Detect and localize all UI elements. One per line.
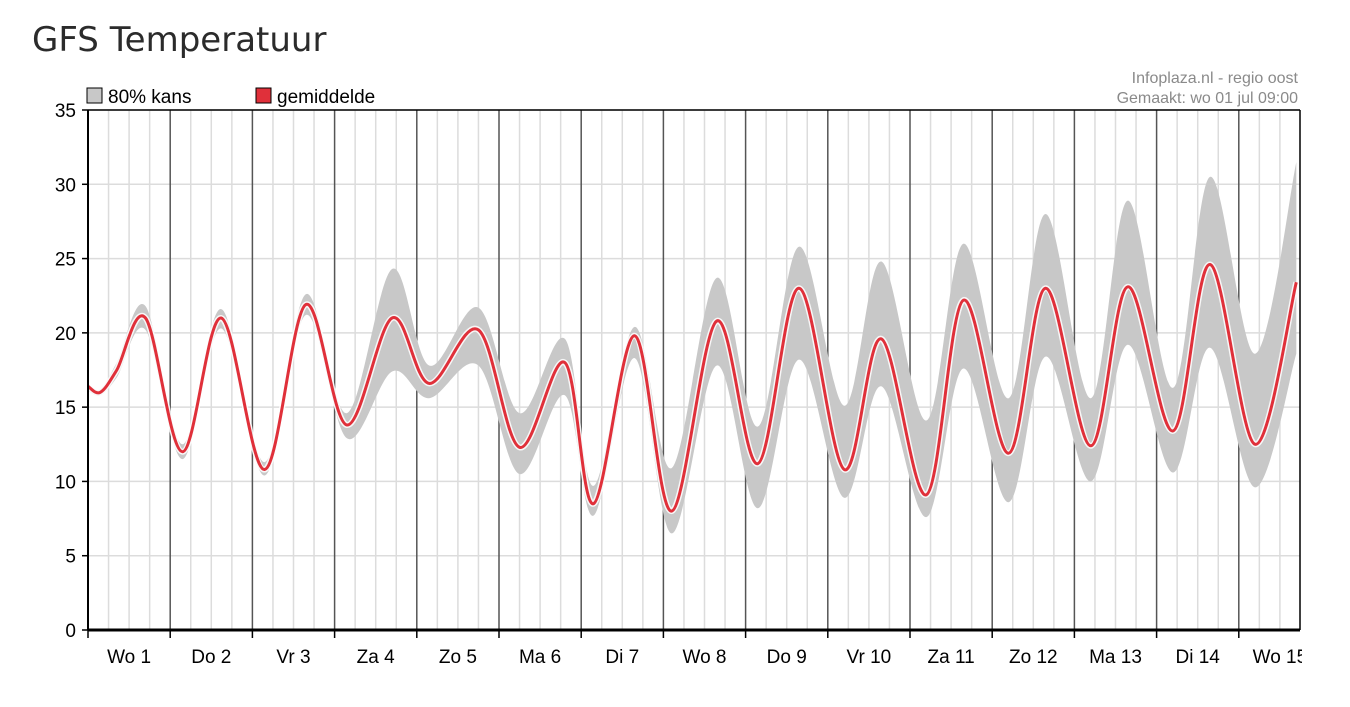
y-tick-label: 10 — [55, 472, 76, 493]
x-tick-label: Zo 12 — [1009, 647, 1058, 668]
page-title: GFS Temperatuur — [32, 20, 327, 60]
legend: 80% kans gemiddelde — [86, 87, 375, 108]
y-tick-label: 35 — [55, 101, 76, 122]
grid — [88, 109, 1300, 630]
confidence-band-80 — [88, 162, 1297, 534]
x-tick-label: Ma 6 — [519, 647, 561, 668]
x-tick-label: Di 7 — [605, 647, 639, 668]
x-tick-label: Za 11 — [928, 647, 975, 668]
y-tick-label: 0 — [65, 621, 76, 642]
y-tick-label: 5 — [65, 547, 76, 568]
x-tick-label: Wo 1 — [107, 647, 151, 668]
x-tick-label: Di 14 — [1176, 647, 1221, 668]
x-tick-label: Wo 8 — [682, 647, 726, 668]
legend-swatch-mean — [255, 87, 272, 104]
x-tick-label: Zo 5 — [439, 647, 477, 668]
x-tick-label: Ma 13 — [1089, 647, 1142, 668]
y-tick-label: 20 — [55, 324, 76, 345]
y-tick-label: 15 — [55, 398, 76, 419]
legend-label-band: 80% kans — [108, 87, 191, 108]
y-tick-label: 30 — [55, 175, 76, 196]
band-layer — [88, 162, 1297, 534]
x-tick-label: Wo 15 — [1253, 647, 1308, 668]
axes — [82, 109, 1301, 638]
legend-label-mean: gemiddelde — [277, 87, 375, 108]
x-tick-label: Vr 10 — [847, 647, 892, 668]
x-tick-label: Do 9 — [767, 647, 807, 668]
x-tick-label: Za 4 — [357, 647, 395, 668]
y-tick-label: 25 — [55, 250, 76, 271]
mean-line — [88, 262, 1298, 513]
x-tick-label: Do 2 — [191, 647, 231, 668]
x-tick-label: Vr 3 — [276, 647, 310, 668]
credit-made: Gemaakt: wo 01 jul 09:00 — [1117, 90, 1299, 107]
mean-line-layer — [88, 261, 1300, 515]
credit-source: Infoplaza.nl - regio oost — [1132, 70, 1299, 87]
legend-swatch-band — [86, 87, 103, 104]
tick-labels: 0 5 10 15 20 25 30 35 Wo 1 Do 2 Vr 3 Za 4 Zo 5 Ma 6 Di… — [55, 101, 1308, 668]
